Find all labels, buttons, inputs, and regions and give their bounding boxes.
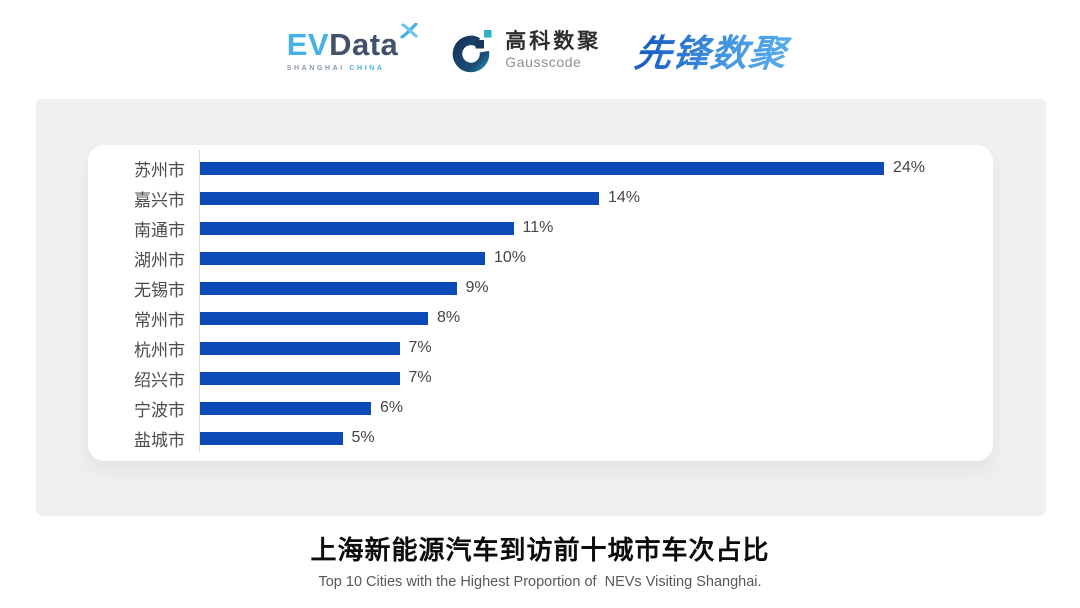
bar-value-label: 10%	[494, 249, 527, 266]
bar-category-label: 无锡市	[134, 280, 185, 300]
xianfeng-logo: 先锋数聚	[632, 23, 796, 77]
bar	[200, 431, 343, 445]
bar-value-label: 6%	[380, 399, 404, 416]
bar-track: 6%	[199, 399, 969, 417]
bar-row: 常州市 8%	[108, 303, 969, 333]
logo-header: EV Data SHANGHAI CHINA 高科数聚	[0, 0, 1080, 76]
bar	[200, 281, 457, 295]
gausscode-g-icon	[453, 30, 492, 73]
chart-panel: 苏州市 24% 嘉兴市 14% 南通市 11% 湖州市 10% 无锡市 9% 常州市 8% 杭州市 7% 绍…	[36, 99, 1046, 516]
bar	[200, 341, 400, 355]
bar-category-label: 杭州市	[134, 340, 185, 360]
bar-category-label: 南通市	[134, 220, 185, 240]
bar-track: 11%	[199, 219, 969, 237]
evdata-shanghai-text: SHANGHAI	[286, 64, 345, 72]
chart-subtitle: Top 10 Cities with the Highest Proportio…	[318, 574, 762, 590]
gausscode-logo: 高科数聚 Gausscode	[452, 27, 601, 73]
bar-row: 苏州市 24%	[108, 153, 969, 183]
bar-category-label: 绍兴市	[134, 370, 185, 390]
bar	[200, 221, 514, 235]
bar	[200, 311, 428, 325]
evdata-china-text: CHINA	[349, 64, 385, 72]
bar-row: 南通市 11%	[108, 213, 969, 243]
evdata-logo-ev-text: EV	[286, 26, 330, 62]
evdata-x-icon	[400, 22, 418, 39]
bar-value-label: 9%	[465, 279, 489, 296]
bar-category-label: 宁波市	[134, 400, 185, 420]
bar-row: 绍兴市 7%	[108, 363, 969, 393]
bar-value-label: 7%	[408, 339, 432, 356]
bar	[200, 401, 371, 415]
evdata-logo-data-text: Data	[329, 26, 399, 62]
gausscode-en-text: Gausscode	[505, 54, 582, 70]
bar-track: 14%	[199, 189, 969, 207]
bar-row: 宁波市 6%	[108, 393, 969, 423]
bar	[200, 251, 485, 265]
bar-category-label: 嘉兴市	[134, 190, 185, 210]
bar	[200, 161, 884, 175]
bar-value-label: 24%	[893, 159, 926, 176]
bar-row: 盐城市 5%	[108, 423, 969, 453]
bar	[200, 371, 400, 385]
bar-track: 10%	[199, 249, 969, 267]
bar-track: 7%	[199, 369, 969, 387]
bar-category-label: 苏州市	[134, 160, 185, 180]
bar	[200, 191, 599, 205]
chart-title: 上海新能源汽车到访前十城市车次占比	[310, 535, 770, 565]
bar-track: 24%	[199, 159, 969, 177]
bar-row: 无锡市 9%	[108, 273, 969, 303]
bar-value-label: 11%	[522, 219, 554, 236]
bar-track: 8%	[199, 309, 969, 327]
bar-row: 湖州市 10%	[108, 243, 969, 273]
bar-track: 7%	[199, 339, 969, 357]
bar-category-label: 常州市	[134, 310, 185, 330]
bar-row: 嘉兴市 14%	[108, 183, 969, 213]
bar-value-label: 5%	[351, 429, 375, 446]
chart-card: 苏州市 24% 嘉兴市 14% 南通市 11% 湖州市 10% 无锡市 9% 常州市 8% 杭州市 7% 绍…	[88, 145, 993, 461]
bar-value-label: 7%	[408, 369, 432, 386]
bar-value-label: 14%	[608, 189, 641, 206]
chart-caption: 上海新能源汽车到访前十城市车次占比 Top 10 Cities with the…	[0, 530, 1080, 590]
bar-value-label: 8%	[437, 309, 461, 326]
gausscode-cn-text: 高科数聚	[505, 30, 602, 53]
evdata-logo-subtext: SHANGHAI CHINA	[287, 65, 385, 72]
bar-row: 杭州市 7%	[108, 333, 969, 363]
bar-category-label: 盐城市	[134, 430, 185, 450]
bar-category-label: 湖州市	[134, 250, 185, 270]
y-axis-line	[199, 150, 200, 452]
bar-chart: 苏州市 24% 嘉兴市 14% 南通市 11% 湖州市 10% 无锡市 9% 常州市 8% 杭州市 7% 绍…	[88, 145, 993, 461]
bar-track: 9%	[199, 279, 969, 297]
bar-track: 5%	[199, 429, 969, 447]
evdata-logo: EV Data SHANGHAI CHINA	[286, 22, 419, 72]
